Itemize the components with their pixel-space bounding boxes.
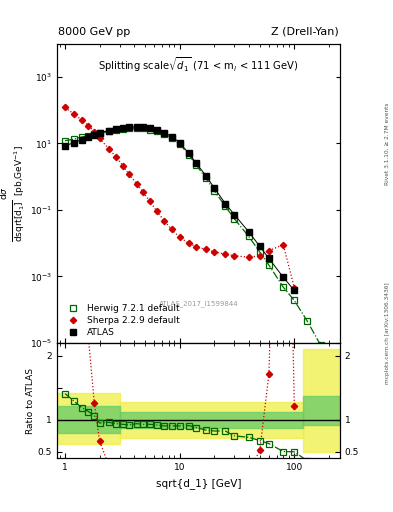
Herwig 7.2.1 default: [162, 131, 166, 137]
Sherpa 2.2.9 default: [79, 117, 84, 123]
ATLAS: [141, 124, 145, 131]
ATLAS: [92, 132, 97, 138]
Herwig 7.2.1 default: [257, 249, 262, 255]
ATLAS: [186, 151, 191, 157]
Text: Rivet 3.1.10, ≥ 2.7M events: Rivet 3.1.10, ≥ 2.7M events: [385, 102, 390, 185]
Sherpa 2.2.9 default: [72, 111, 77, 117]
Herwig 7.2.1 default: [72, 136, 77, 142]
Herwig 7.2.1 default: [223, 203, 228, 209]
ATLAS: [169, 134, 174, 140]
Line: Sherpa 2.2.9 default: Sherpa 2.2.9 default: [63, 105, 297, 290]
Legend: Herwig 7.2.1 default, Sherpa 2.2.9 default, ATLAS: Herwig 7.2.1 default, Sherpa 2.2.9 defau…: [61, 303, 181, 338]
Herwig 7.2.1 default: [141, 125, 145, 132]
Herwig 7.2.1 default: [194, 162, 199, 168]
Text: 8000 GeV pp: 8000 GeV pp: [58, 27, 130, 37]
Herwig 7.2.1 default: [79, 134, 84, 140]
Sherpa 2.2.9 default: [148, 198, 152, 204]
Sherpa 2.2.9 default: [266, 247, 271, 253]
Sherpa 2.2.9 default: [134, 180, 139, 186]
Herwig 7.2.1 default: [92, 132, 97, 138]
Sherpa 2.2.9 default: [127, 171, 131, 177]
Herwig 7.2.1 default: [169, 135, 174, 141]
Sherpa 2.2.9 default: [86, 122, 91, 129]
ATLAS: [127, 124, 131, 130]
X-axis label: sqrt{d_1} [GeV]: sqrt{d_1} [GeV]: [156, 478, 241, 488]
ATLAS: [114, 126, 119, 132]
Herwig 7.2.1 default: [154, 128, 159, 134]
ATLAS: [212, 185, 217, 191]
Herwig 7.2.1 default: [114, 127, 119, 133]
Text: mcplots.cern.ch [arXiv:1306.3436]: mcplots.cern.ch [arXiv:1306.3436]: [385, 282, 390, 383]
Sherpa 2.2.9 default: [114, 154, 119, 160]
Sherpa 2.2.9 default: [97, 136, 102, 142]
Y-axis label: d$\sigma$
$\overline{\rm dsqrt[d_1]}$  [pb,GeV$^{-1}$]: d$\sigma$ $\overline{\rm dsqrt[d_1]}$ [p…: [0, 145, 27, 242]
ATLAS: [86, 135, 91, 141]
Text: Z (Drell-Yan): Z (Drell-Yan): [271, 27, 339, 37]
Herwig 7.2.1 default: [134, 125, 139, 131]
Herwig 7.2.1 default: [232, 216, 237, 222]
Line: ATLAS: ATLAS: [62, 124, 298, 293]
Sherpa 2.2.9 default: [232, 252, 237, 259]
ATLAS: [194, 160, 199, 166]
Sherpa 2.2.9 default: [177, 234, 182, 241]
Herwig 7.2.1 default: [318, 343, 323, 349]
Y-axis label: Ratio to ATLAS: Ratio to ATLAS: [26, 368, 35, 434]
Herwig 7.2.1 default: [127, 125, 131, 131]
Text: ATLAS_2017_I1599844: ATLAS_2017_I1599844: [159, 301, 238, 307]
Herwig 7.2.1 default: [177, 141, 182, 147]
Herwig 7.2.1 default: [305, 318, 310, 325]
Sherpa 2.2.9 default: [92, 129, 97, 135]
Herwig 7.2.1 default: [121, 125, 125, 132]
ATLAS: [266, 255, 271, 262]
ATLAS: [63, 143, 68, 149]
Sherpa 2.2.9 default: [63, 104, 68, 111]
Text: Splitting scale$\sqrt{d_1}$ (71 < m$_l$ < 111 GeV): Splitting scale$\sqrt{d_1}$ (71 < m$_l$ …: [98, 55, 299, 74]
ATLAS: [257, 243, 262, 249]
Herwig 7.2.1 default: [148, 126, 152, 133]
ATLAS: [72, 140, 77, 146]
Line: Herwig 7.2.1 default: Herwig 7.2.1 default: [62, 125, 323, 348]
ATLAS: [97, 130, 102, 136]
Herwig 7.2.1 default: [266, 262, 271, 268]
Sherpa 2.2.9 default: [162, 218, 166, 224]
ATLAS: [177, 140, 182, 146]
Herwig 7.2.1 default: [106, 128, 111, 134]
Sherpa 2.2.9 default: [292, 285, 297, 291]
ATLAS: [154, 127, 159, 133]
Sherpa 2.2.9 default: [141, 189, 145, 195]
ATLAS: [246, 229, 251, 235]
Sherpa 2.2.9 default: [212, 249, 217, 255]
Sherpa 2.2.9 default: [246, 254, 251, 260]
ATLAS: [121, 124, 125, 131]
Sherpa 2.2.9 default: [169, 226, 174, 232]
Sherpa 2.2.9 default: [281, 242, 286, 248]
Herwig 7.2.1 default: [281, 284, 286, 290]
Herwig 7.2.1 default: [97, 130, 102, 136]
Sherpa 2.2.9 default: [194, 244, 199, 250]
Sherpa 2.2.9 default: [257, 252, 262, 259]
ATLAS: [79, 137, 84, 143]
ATLAS: [106, 127, 111, 134]
ATLAS: [223, 201, 228, 207]
Herwig 7.2.1 default: [186, 152, 191, 158]
ATLAS: [204, 173, 208, 179]
ATLAS: [281, 274, 286, 280]
Herwig 7.2.1 default: [63, 138, 68, 144]
Herwig 7.2.1 default: [292, 297, 297, 304]
ATLAS: [148, 125, 152, 132]
ATLAS: [162, 130, 166, 136]
Herwig 7.2.1 default: [204, 176, 208, 182]
Herwig 7.2.1 default: [246, 233, 251, 240]
Herwig 7.2.1 default: [212, 187, 217, 194]
Sherpa 2.2.9 default: [121, 163, 125, 169]
Sherpa 2.2.9 default: [154, 208, 159, 214]
ATLAS: [134, 124, 139, 130]
Sherpa 2.2.9 default: [223, 251, 228, 257]
ATLAS: [292, 287, 297, 293]
Sherpa 2.2.9 default: [186, 240, 191, 246]
Herwig 7.2.1 default: [86, 133, 91, 139]
Sherpa 2.2.9 default: [106, 145, 111, 152]
Sherpa 2.2.9 default: [204, 246, 208, 252]
ATLAS: [232, 211, 237, 218]
